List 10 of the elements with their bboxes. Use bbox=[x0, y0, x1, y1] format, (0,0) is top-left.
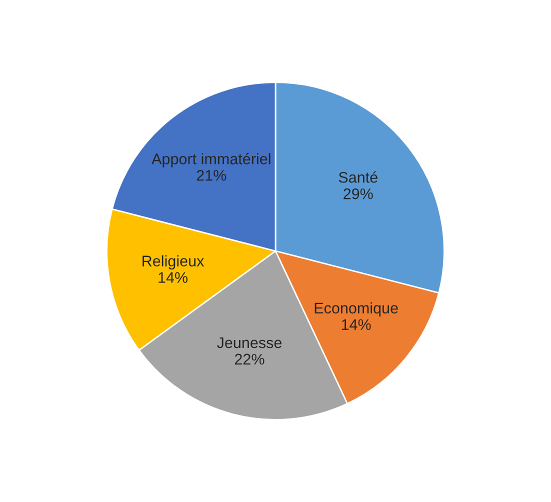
slice-label: Santé bbox=[338, 171, 378, 183]
slice-label: Jeunesse bbox=[217, 338, 282, 348]
slice-label: Economique bbox=[314, 302, 398, 317]
slice-label: Apport immatériel bbox=[152, 152, 270, 168]
data-label: 14% bbox=[342, 319, 371, 330]
data-label: 22% bbox=[234, 354, 264, 365]
data-label: 29% bbox=[344, 188, 373, 200]
data-label: 21% bbox=[196, 170, 226, 181]
data-label: 14% bbox=[158, 272, 188, 283]
slice-label: Religieux bbox=[142, 255, 204, 270]
